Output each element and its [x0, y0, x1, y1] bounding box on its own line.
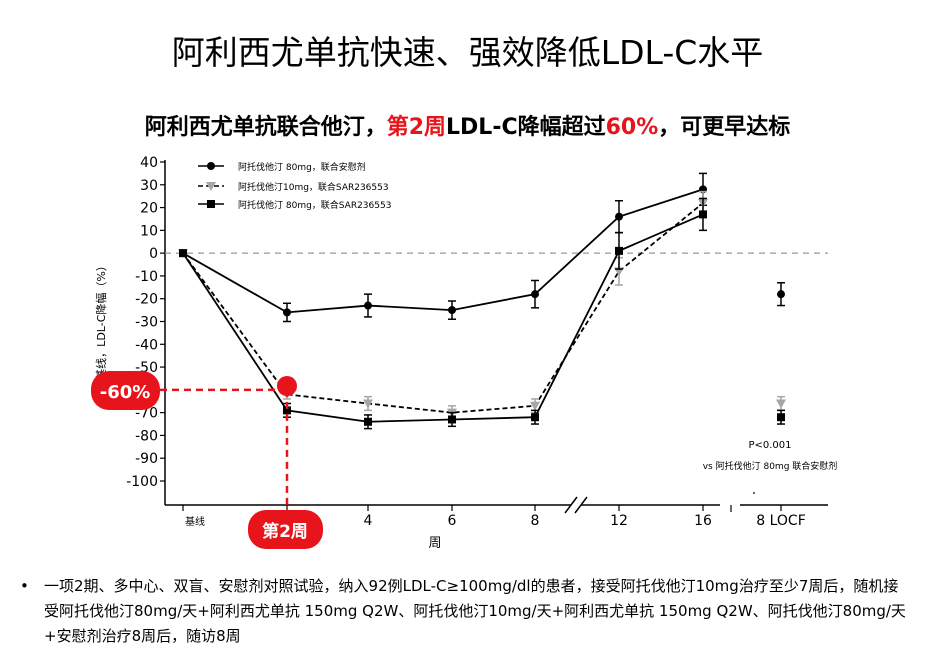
y-tick-label: -20 [135, 292, 158, 308]
legend-label: 阿托伐他汀 80mg，联合SAR236553 [238, 199, 391, 211]
y-tick-label: -80 [135, 428, 158, 444]
data-point [777, 413, 785, 422]
data-point [699, 210, 707, 219]
x-tick-label: 8 [531, 513, 540, 529]
page-subtitle: 阿利西尤单抗联合他汀，第2周LDL-C降幅超过60%，可更早达标 [0, 109, 935, 141]
data-point [776, 399, 786, 409]
axis-break-mark [574, 496, 588, 514]
data-point [283, 308, 291, 317]
pvalue-note: vs 阿托伐他汀 80mg 联合安慰剂 [703, 460, 838, 472]
series-line [182, 202, 704, 414]
subtitle-part-1: 阿利西尤单抗联合他汀， [144, 115, 387, 140]
data-point [531, 413, 539, 422]
x-tick-label: 6 [448, 513, 457, 529]
legend-label: 阿托伐他汀10mg，联合SAR236553 [238, 181, 389, 193]
study-description-text: 一项2期、多中心、双盲、安慰剂对照试验，纳入92例LDL-C≥100mg/dl的… [44, 577, 906, 645]
x-tick-label: 8 LOCF [756, 513, 806, 529]
axis-break-mark [564, 496, 578, 514]
callout-percent-text: -60% [100, 382, 151, 403]
data-point [448, 415, 456, 424]
study-description: • 一项2期、多中心、双盲、安慰剂对照试验，纳入92例LDL-C≥100mg/d… [20, 574, 910, 649]
x-tick-label: 12 [610, 513, 628, 529]
x-tick-label: 16 [694, 513, 712, 529]
chart-callouts: -60% 第2周 [91, 371, 323, 549]
y-tick-label: 20 [140, 201, 158, 217]
y-tick-label: 40 [140, 155, 158, 171]
x-tick-label: 4 [364, 513, 373, 529]
data-point [530, 401, 540, 411]
y-tick-label: -90 [135, 451, 158, 467]
callout-percent-badge [91, 371, 160, 410]
data-point [363, 399, 373, 409]
data-point [207, 200, 215, 208]
y-axis-label: 基线，LDL-C降幅（%） [94, 260, 108, 380]
data-point [283, 406, 291, 415]
x-axis-label: 周 [428, 536, 441, 551]
data-point [615, 246, 623, 255]
series-1 [179, 172, 785, 323]
subtitle-part-4: 60% [605, 115, 659, 140]
subtitle-part-2: 第2周 [386, 115, 447, 140]
legend-label: 阿托伐他汀 80mg，联合安慰剂 [238, 161, 366, 173]
y-tick-label: 10 [140, 223, 158, 239]
footnote-dot [753, 492, 755, 494]
page-title: 阿利西尤单抗快速、强效降低LDL-C水平 [171, 33, 764, 72]
y-tick-label: -100 [126, 474, 158, 490]
chart-axes: 403020100-10-20-30-40-50-60-70-80-90-100… [94, 155, 837, 551]
pvalue-label: P<0.001 [748, 440, 791, 451]
data-point [206, 182, 216, 191]
callout-week-badge [248, 510, 323, 549]
y-tick-label: -10 [135, 269, 158, 285]
data-point [364, 417, 372, 426]
data-point [531, 290, 539, 299]
subtitle-part-5: ，可更早达标 [658, 115, 791, 140]
y-tick-label: -40 [135, 337, 158, 353]
series-2 [178, 190, 786, 421]
data-point [364, 301, 372, 310]
y-tick-label: 0 [149, 246, 158, 262]
data-point [615, 212, 623, 221]
data-point [777, 290, 785, 299]
x-tick-label: 基线 [185, 515, 205, 528]
y-tick-label: 30 [140, 178, 158, 194]
subtitle-part-3: LDL-C降幅超过 [446, 115, 606, 140]
data-point [448, 306, 456, 315]
callout-marker-dot [277, 376, 297, 396]
callout-week-text: 第2周 [262, 521, 308, 542]
chart-series [178, 172, 786, 430]
data-point [179, 249, 187, 258]
series-3 [179, 197, 785, 430]
y-tick-label: -30 [135, 315, 158, 331]
data-point [207, 162, 215, 170]
bullet-dot-icon: • [20, 577, 29, 595]
